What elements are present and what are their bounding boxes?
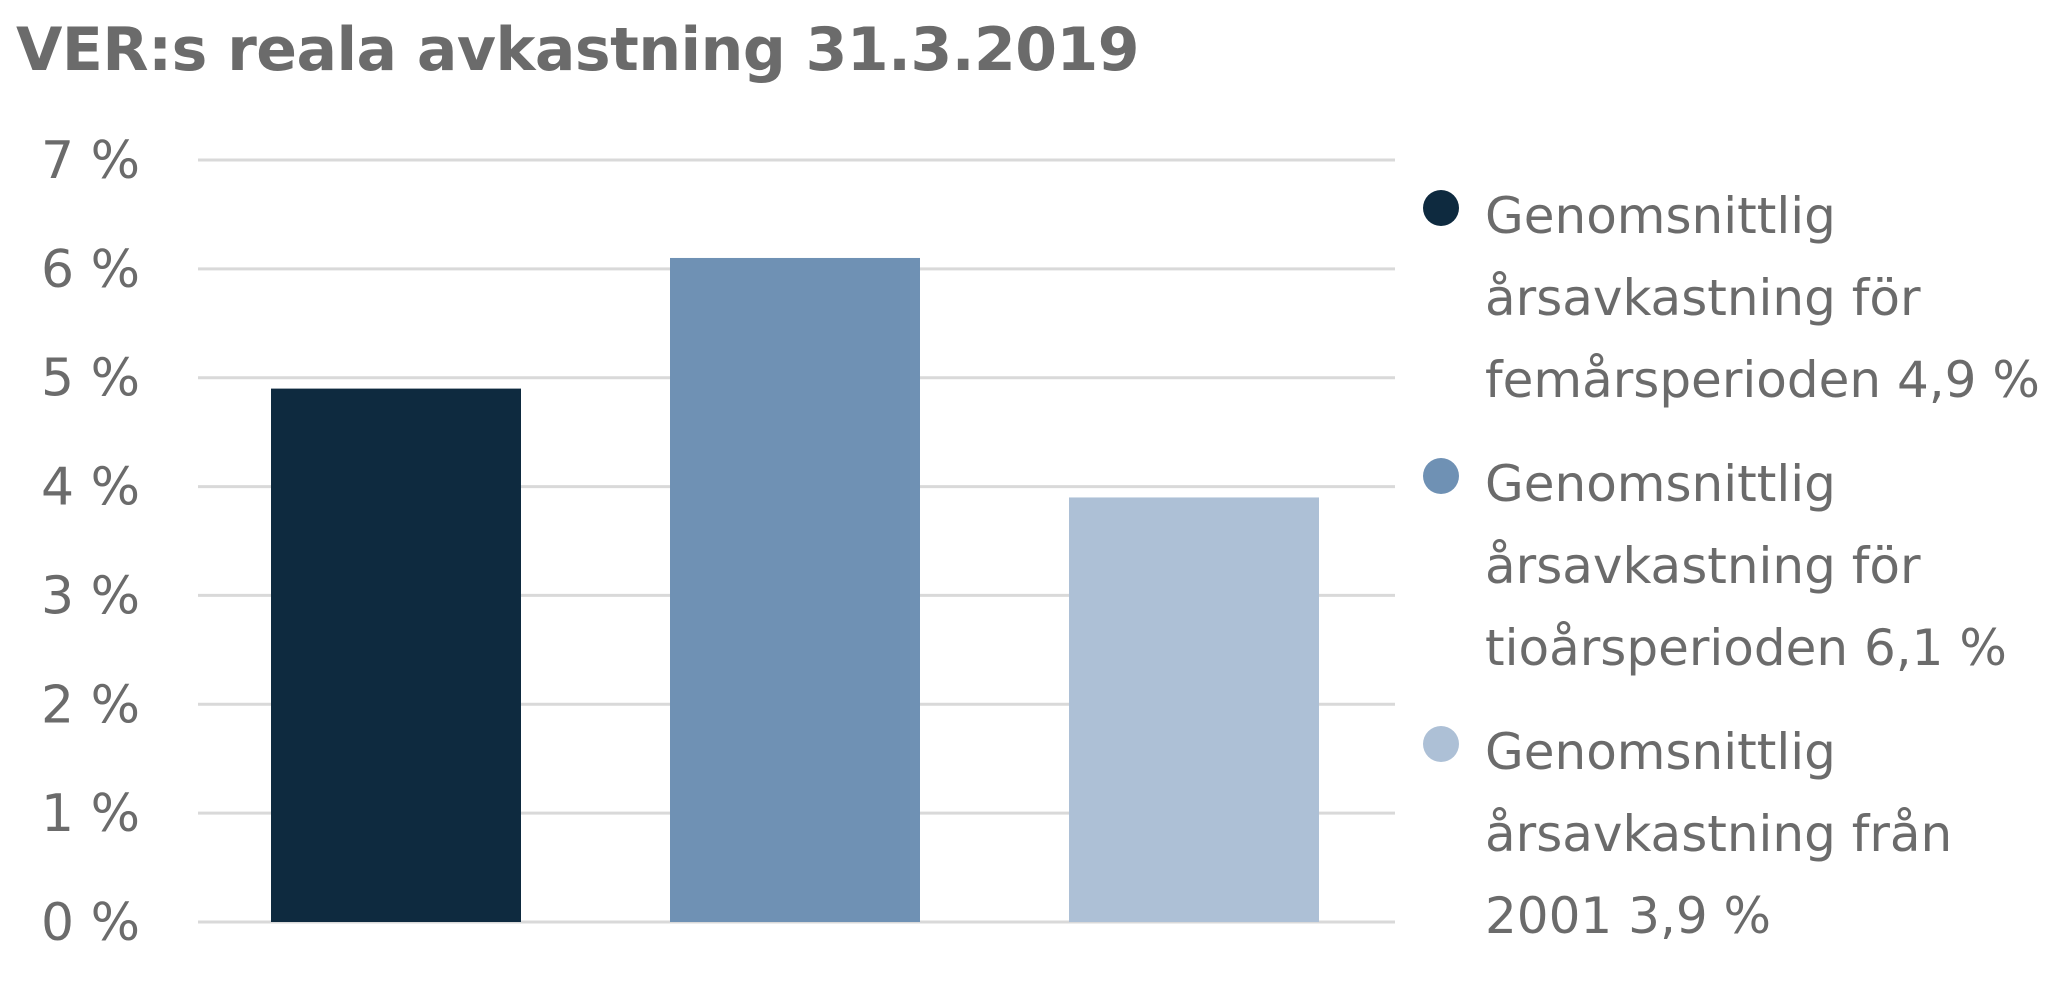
bar [1069, 497, 1319, 922]
legend: Genomsnittlig årsavkastning för femårspe… [1415, 175, 2055, 979]
y-tick-label: 6 % [41, 240, 140, 300]
legend-label: Genomsnittlig årsavkastning för femårspe… [1485, 187, 2040, 409]
legend-label: Genomsnittlig årsavkastning från 2001 3,… [1485, 723, 1953, 945]
y-tick-label: 1 % [41, 784, 140, 844]
chart-title: VER:s reala avkastning 31.3.2019 [16, 15, 1139, 85]
legend-marker [1423, 458, 1459, 494]
bar [271, 388, 521, 923]
legend-label: Genomsnittlig årsavkastning för tioårspe… [1485, 455, 2007, 677]
legend-item: Genomsnittlig årsavkastning för tioårspe… [1415, 443, 2055, 689]
bar [670, 257, 920, 922]
legend-item: Genomsnittlig årsavkastning för femårspe… [1415, 175, 2055, 421]
y-axis-tick-labels: 0 % 1 % 2 % 3 % 4 % 5 % 6 % 7 % [41, 131, 140, 953]
y-tick-label: 0 % [41, 893, 140, 953]
y-tick-label: 7 % [41, 131, 140, 191]
y-tick-label: 3 % [41, 566, 140, 626]
y-tick-label: 2 % [41, 675, 140, 735]
bars [271, 257, 1319, 923]
y-tick-label: 5 % [41, 349, 140, 409]
legend-marker [1423, 726, 1459, 762]
y-tick-label: 4 % [41, 458, 140, 518]
legend-marker [1423, 190, 1459, 226]
legend-item: Genomsnittlig årsavkastning från 2001 3,… [1415, 711, 2055, 957]
